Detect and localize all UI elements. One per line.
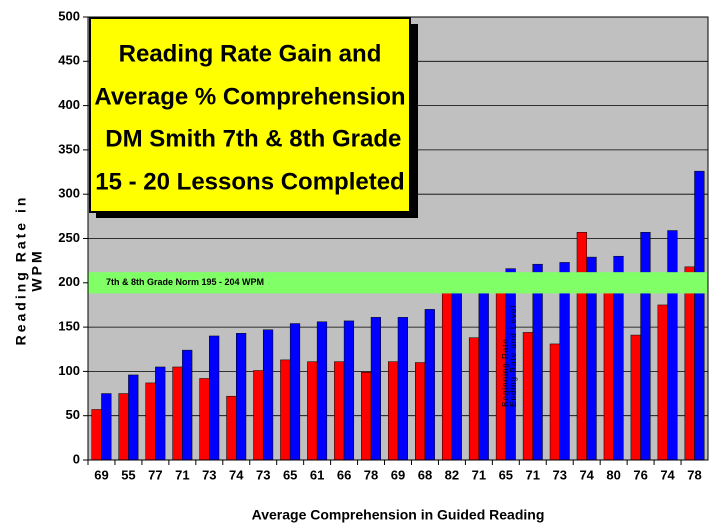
bar [640, 232, 651, 461]
bar [172, 366, 183, 461]
bar [532, 263, 543, 461]
bar [694, 170, 705, 461]
x-axis-label: Average Comprehension in Guided Reading [252, 507, 545, 523]
bar [468, 337, 480, 461]
bar [91, 409, 102, 461]
bar [657, 304, 668, 461]
bar [630, 334, 641, 461]
bar [522, 332, 534, 461]
bar [576, 232, 587, 461]
bar [361, 372, 372, 461]
bar [370, 317, 381, 461]
x-tick-label: 66 [337, 467, 351, 482]
bar [289, 323, 301, 461]
bar [334, 361, 345, 461]
x-tick-label: 55 [121, 467, 135, 482]
x-tick-label: 71 [472, 467, 486, 482]
x-tick-label: 65 [283, 467, 297, 482]
bar [316, 321, 328, 461]
x-tick-label: 71 [526, 467, 540, 482]
y-tick-label: 450 [58, 53, 80, 68]
bar [101, 393, 112, 461]
x-tick-label: 73 [256, 467, 270, 482]
x-tick-label: 80 [606, 467, 620, 482]
y-tick-label: 0 [73, 451, 80, 466]
bar [226, 395, 237, 461]
norm-band [88, 272, 708, 294]
x-tick-label: 76 [633, 467, 647, 482]
title: Average % Comprehension [94, 83, 405, 110]
bar [209, 335, 220, 461]
y-tick-label: 300 [58, 186, 80, 201]
x-tick-label: 78 [364, 467, 378, 482]
bar [343, 320, 355, 461]
x-tick-label: 74 [579, 467, 594, 482]
bar [118, 393, 129, 461]
bar [253, 370, 264, 461]
y-tick-label: 100 [58, 363, 80, 378]
bar [128, 374, 139, 461]
y-axis-label: WPM [29, 248, 45, 291]
x-tick-label: 77 [148, 467, 162, 482]
x-tick-label: 71 [175, 467, 189, 482]
bar [280, 359, 291, 461]
title: 15 - 20 Lessons Completed [95, 168, 404, 195]
bar [667, 230, 678, 461]
x-tick-label: 73 [553, 467, 567, 482]
y-tick-label: 250 [58, 230, 80, 245]
y-tick-label: 150 [58, 319, 80, 334]
x-tick-label: 61 [310, 467, 324, 482]
x-tick-label: 65 [499, 467, 513, 482]
bar [549, 343, 560, 461]
bar [478, 291, 489, 461]
bar [424, 309, 435, 461]
y-tick-label: 400 [58, 97, 80, 112]
bar [397, 317, 408, 461]
bar [262, 329, 274, 461]
x-tick-label: 74 [229, 467, 244, 482]
title-box [89, 17, 411, 213]
y-axis-label: Reading Rate in [13, 195, 29, 346]
bar [441, 291, 453, 461]
y-tick-label: 350 [58, 141, 80, 156]
title: DM Smith 7th & 8th Grade [99, 125, 402, 152]
bar [199, 378, 210, 461]
bar [451, 291, 462, 461]
bar [145, 382, 156, 461]
bar [415, 362, 426, 461]
x-tick-label: 69 [391, 467, 405, 482]
y-tick-label: 500 [58, 8, 80, 23]
y-tick-label: 200 [58, 274, 80, 289]
bar [182, 349, 193, 461]
legend-label: Ending Rate and Level [509, 305, 518, 407]
x-tick-label: 68 [418, 467, 432, 482]
bar [307, 361, 318, 461]
x-tick-label: 78 [687, 467, 701, 482]
annotation: 7th & 8th Grade Norm 195 - 204 WPM [106, 277, 264, 287]
bar [388, 361, 399, 461]
title: Reading Rate Gain and [119, 40, 382, 67]
x-tick-label: 82 [445, 467, 459, 482]
bar [684, 266, 695, 461]
y-tick-label: 50 [66, 407, 80, 422]
x-tick-label: 69 [94, 467, 108, 482]
legend-label: Beginning Rate [501, 338, 510, 407]
x-tick-label: 74 [660, 467, 675, 482]
x-tick-label: 73 [202, 467, 216, 482]
bar [155, 366, 166, 461]
bar [236, 333, 247, 461]
bar [603, 291, 614, 461]
